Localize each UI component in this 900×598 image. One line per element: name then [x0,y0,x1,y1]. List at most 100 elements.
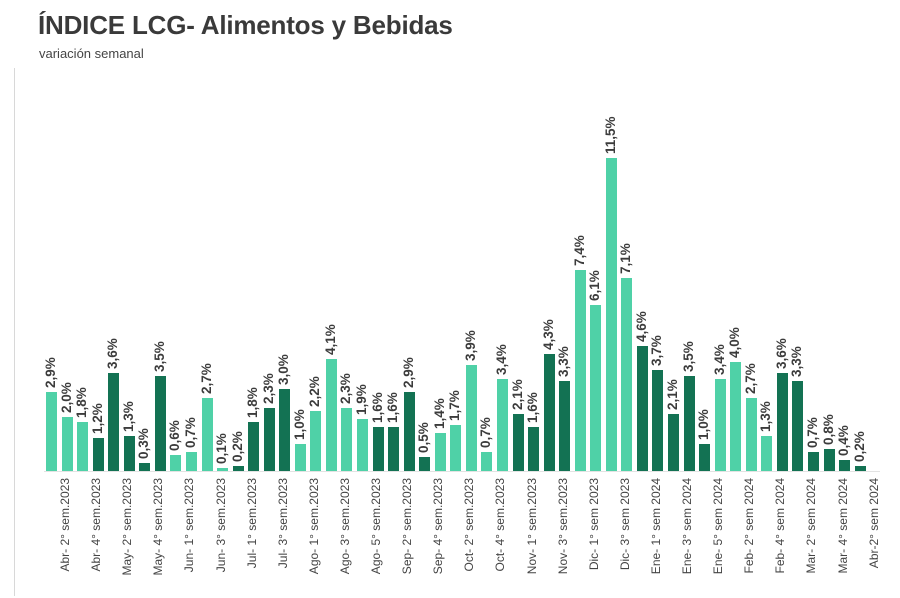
bar [263,408,275,471]
bar-value-label: 3,4% [711,343,727,375]
x-axis-tick-label: Ene- 1° sem 2024 [648,478,663,575]
x-axis-tick-label: Mar- 4° sem 2024 [835,478,850,574]
bar-value-label: 3,4% [493,343,509,375]
x-axis-tick-label: Jul- 3° sem.2023 [275,478,290,569]
bar [745,397,757,471]
bar-value-label: 0,7% [804,417,820,448]
x-axis-tick-label: Oct- 4° sem.2023 [493,478,508,572]
bar-value-label: 1,9% [354,384,369,416]
bar [496,378,508,471]
bar [839,460,851,471]
bar-value-label: 2,7% [742,362,758,394]
x-axis-tick-label: Ago- 5° sem.2023 [369,478,383,575]
bar [217,468,229,471]
x-axis-tick-label: May- 2° sem.2023 [120,478,135,576]
x-axis-tick-label: Sep- 2° sem.2023 [400,478,415,575]
x-axis-tick-label: Jul- 1° sem.2023 [244,478,259,569]
bar-value-label: 1,8% [245,387,261,419]
x-axis-tick-label: Mar- 2° sem 2024 [804,478,819,574]
bar [605,158,617,471]
bar [279,389,291,471]
bar-value-label: 1,4% [431,398,447,429]
bar-value-label: 1,6% [369,392,385,424]
bar-value-label: 1,3% [758,400,774,432]
bar-value-label: 7,4% [571,234,587,266]
bar-value-label: 4,3% [540,319,556,351]
bar [372,427,384,471]
x-axis-tick-label: Jun- 3° sem.2023 [213,478,228,573]
bar [61,416,73,471]
bar-value-label: 0,3% [136,428,152,459]
bar-value-label: 2,1% [665,379,680,410]
bar-value-label: 0,2% [851,430,867,462]
bar-value-label: 0,2% [229,430,245,462]
bar [201,397,213,471]
bar [652,370,664,471]
x-axis-tick-label: Abr-2° sem 2024 [866,478,881,569]
x-axis-tick-label: Ene- 5° sem 2024 [711,478,726,575]
bar-value-label: 0,6% [167,419,183,451]
bar-value-label: 1,6% [525,392,541,424]
bar-value-label: 4,1% [322,324,338,356]
bar [528,427,540,471]
bar-value-label: 2,2% [307,376,323,408]
bar [154,375,166,471]
bar-value-label: 1,0% [291,409,307,440]
bar [77,422,89,471]
bar [419,457,431,471]
x-axis-tick-label: Dic- 3° sem 2023 [617,478,632,571]
bar [683,375,695,471]
x-axis-tick-label: Nov- 3° sem.2023 [555,478,570,575]
x-axis-tick-label: Dic- 1° sem 2023 [586,478,601,571]
bar-value-label: 2,1% [509,379,525,410]
bar [388,427,400,471]
bar [776,373,788,471]
bar [807,451,819,471]
bar [854,465,866,471]
bar-value-label: 4,0% [727,327,743,359]
bar-value-label: 3,5% [151,341,167,372]
bar [590,305,602,471]
bar [465,364,477,471]
x-axis-tick-label: May- 4° sem.2023 [151,478,166,576]
bar [108,373,120,471]
bar-value-label: 4,6% [633,311,649,342]
bar [123,435,135,471]
bar-value-label: 3,3% [789,346,805,378]
x-axis-tick-label: Ago- 3° sem.2023 [337,478,352,575]
bar-value-label: 1,2% [89,403,105,435]
x-axis-tick-label: Oct- 2° sem.2023 [462,478,477,572]
bar [46,392,57,471]
x-axis-tick-label: Jun- 1° sem.2023 [182,478,197,573]
bar [232,465,244,471]
bar [357,419,368,471]
bar-value-label: 3,6% [105,338,121,370]
bar-value-label: 1,3% [120,400,136,432]
x-axis-tick-label: Ene- 3° sem 2024 [680,478,694,575]
bar-value-label: 0,1% [214,433,230,465]
bar [310,411,322,471]
bar [450,424,462,471]
bar-value-label: 0,5% [416,422,432,454]
bar [248,422,260,471]
bar [636,345,648,471]
bar-value-label: 2,0% [58,381,74,413]
bar [621,277,633,471]
x-axis-baseline [44,471,880,472]
bar [574,269,586,471]
bar-value-label: 0,4% [836,425,852,457]
x-axis-tick-label: Abr- 4° sem.2023 [89,478,104,572]
bar [792,381,804,471]
bar-value-label: 3,5% [680,341,696,372]
x-axis-tick-label: Sep- 4° sem.2023 [431,478,446,575]
bar [668,413,679,471]
bar-value-label: 1,6% [385,392,401,424]
bar [699,443,711,471]
bar-value-label: 0,7% [182,417,198,448]
chart-subtitle: variación semanal [39,46,144,61]
bar-value-label: 3,6% [773,338,789,370]
bar [139,462,151,471]
y-axis-line [14,68,15,596]
bar [559,381,571,471]
